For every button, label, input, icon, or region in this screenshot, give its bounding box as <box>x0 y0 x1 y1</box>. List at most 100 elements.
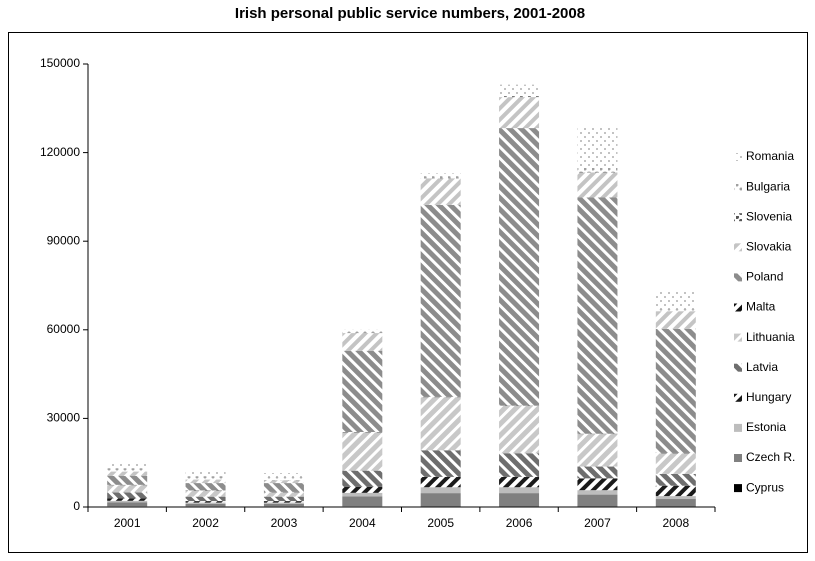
bar-segment <box>656 506 696 507</box>
legend-label: Romania <box>746 149 794 163</box>
bar-segment <box>499 453 539 477</box>
y-tick-label: 30000 <box>47 411 81 425</box>
bar-segment <box>577 434 617 466</box>
bar-segment <box>107 501 147 502</box>
bar-segment <box>656 486 696 496</box>
x-tick-label: 2008 <box>662 516 689 530</box>
bar-segment <box>421 178 461 205</box>
legend-label: Hungary <box>746 390 791 404</box>
bar-segment <box>186 491 226 497</box>
legend-label: Bulgaria <box>746 179 790 193</box>
bar-segment <box>342 333 382 351</box>
bar-segment <box>264 477 304 479</box>
bar-segment <box>421 493 461 506</box>
legend-label: Slovenia <box>746 209 792 223</box>
chart-title: Irish personal public service numbers, 2… <box>235 5 585 22</box>
bar-segment <box>499 406 539 453</box>
bar-segment <box>107 472 147 476</box>
bar-segment <box>264 504 304 507</box>
bar-segment <box>577 172 617 173</box>
legend-swatch <box>734 153 742 161</box>
bar-segment <box>264 480 304 483</box>
bar-segment <box>186 483 226 490</box>
bar-segment <box>499 493 539 506</box>
legend-label: Cyprus <box>746 480 784 494</box>
bar-segment <box>107 485 147 492</box>
bar-segment <box>107 468 147 471</box>
bar-segment <box>186 503 226 504</box>
bar-segment <box>264 497 304 501</box>
bar-segment <box>264 492 304 496</box>
bar-segment <box>656 329 696 453</box>
legend-label: Estonia <box>746 420 786 434</box>
y-tick-label: 60000 <box>47 322 81 336</box>
bar-segment <box>577 506 617 507</box>
legend-swatch <box>734 213 742 221</box>
bar-segment <box>421 397 461 450</box>
bar-segment <box>342 432 382 470</box>
x-tick-label: 2006 <box>506 516 533 530</box>
bar-segment <box>499 85 539 95</box>
bar-segment <box>577 197 617 433</box>
bar-segment <box>421 477 461 487</box>
bar-segment <box>656 474 696 486</box>
legend-swatch <box>734 394 742 402</box>
bar-segment <box>107 493 147 499</box>
x-tick-label: 2003 <box>271 516 298 530</box>
bar-segment <box>577 478 617 490</box>
x-tick-label: 2005 <box>427 516 454 530</box>
bar-segment <box>421 506 461 507</box>
bar-segment <box>342 496 382 506</box>
x-tick-label: 2007 <box>584 516 611 530</box>
y-tick-label: 150000 <box>40 56 80 70</box>
bar-segment <box>499 97 539 128</box>
bar-segment <box>264 501 304 502</box>
bar-segment <box>186 497 226 501</box>
bar-segment <box>577 172 617 197</box>
legend-swatch <box>734 454 742 462</box>
bar-segment <box>342 487 382 493</box>
legend-swatch <box>734 183 742 191</box>
bar-segment <box>421 176 461 177</box>
bar-segment <box>264 503 304 504</box>
y-tick-label: 90000 <box>47 233 81 247</box>
bar-segment <box>186 470 226 476</box>
bar-segment <box>577 467 617 479</box>
bar-segment <box>342 471 382 487</box>
bar-segment <box>421 487 461 493</box>
legend-label: Slovakia <box>746 239 792 253</box>
bar-segment <box>656 290 696 309</box>
bar-segment <box>577 126 617 167</box>
bar-segment <box>186 504 226 507</box>
bar-segment <box>264 473 304 477</box>
legend-label: Lithuania <box>746 330 795 344</box>
bar-segment <box>499 506 539 507</box>
bar-segment <box>499 96 539 97</box>
bar-segment <box>499 95 539 96</box>
bar-segment <box>107 464 147 468</box>
bar-segment <box>577 495 617 507</box>
bar-segment <box>107 502 147 506</box>
legend-label: Malta <box>746 300 776 314</box>
legend-swatch <box>734 484 742 492</box>
bar-segment <box>107 476 147 485</box>
y-tick-label: 120000 <box>40 145 80 159</box>
bar-segment <box>656 496 696 499</box>
bar-segment <box>107 498 147 500</box>
bar-segment <box>186 480 226 484</box>
legend-label: Latvia <box>746 360 778 374</box>
x-tick-label: 2004 <box>349 516 376 530</box>
legend-swatch <box>734 304 742 312</box>
bar-segment <box>577 167 617 171</box>
bar-segment <box>421 205 461 397</box>
legend-swatch <box>734 364 742 372</box>
bar-segment <box>421 178 461 179</box>
legend-label: Poland <box>746 270 783 284</box>
x-tick-label: 2002 <box>192 516 219 530</box>
bar-segment <box>342 493 382 497</box>
bar-segment <box>499 487 539 493</box>
bar-segment <box>656 499 696 506</box>
bar-segment <box>186 476 226 479</box>
bar-segment <box>656 309 696 310</box>
bar-segment <box>656 311 696 329</box>
